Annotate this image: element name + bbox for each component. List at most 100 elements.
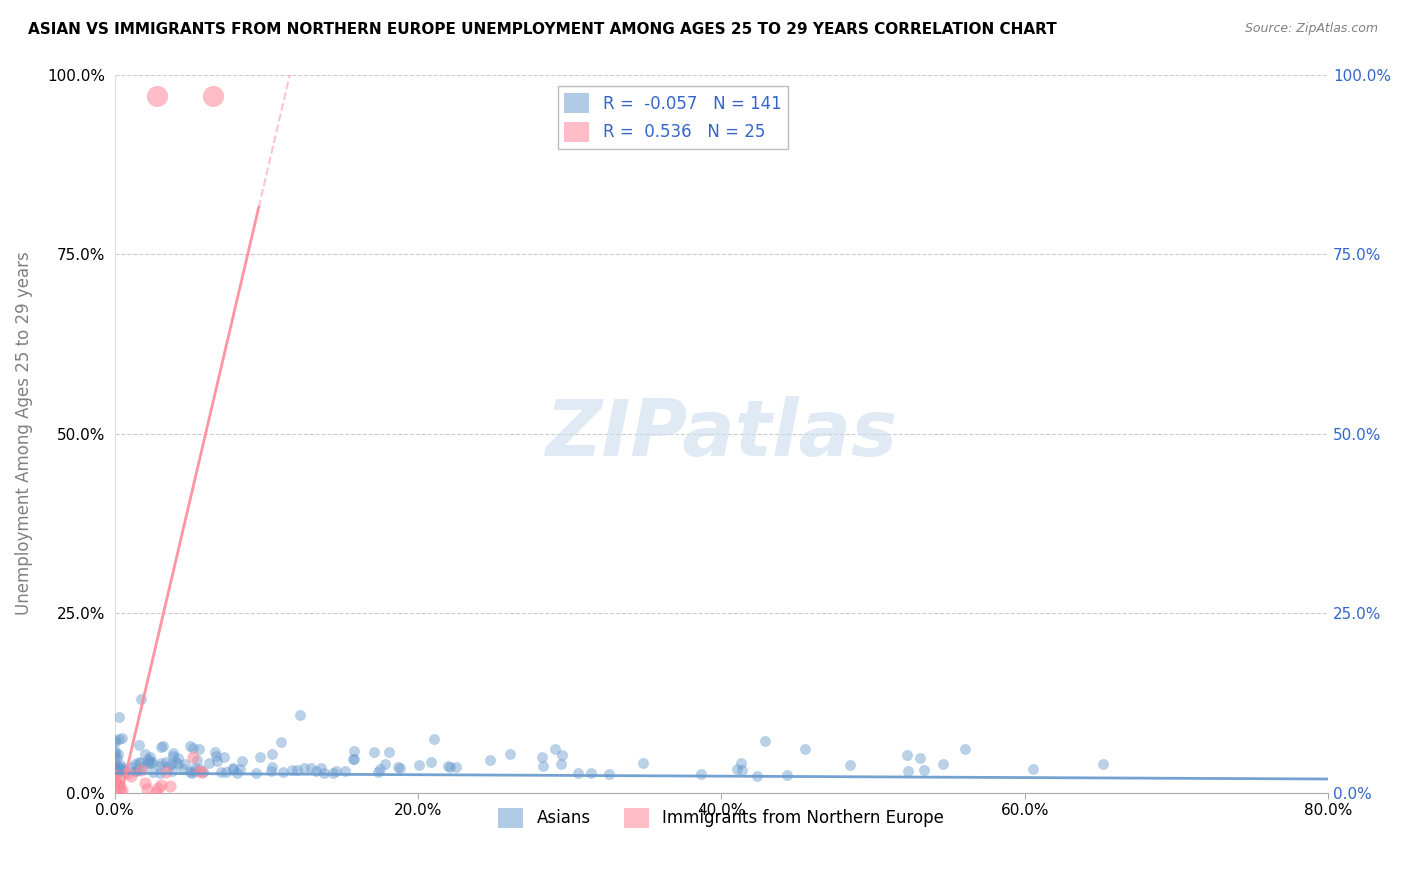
Point xyxy=(598,766,620,780)
Point xyxy=(202,89,225,103)
Y-axis label: Unemployment Among Ages 25 to 29 years: Unemployment Among Ages 25 to 29 years xyxy=(15,252,32,615)
Point xyxy=(152,739,174,753)
Point xyxy=(107,710,129,724)
Text: ASIAN VS IMMIGRANTS FROM NORTHERN EUROPE UNEMPLOYMENT AMONG AGES 25 TO 29 YEARS : ASIAN VS IMMIGRANTS FROM NORTHERN EUROPE… xyxy=(28,22,1057,37)
Point xyxy=(343,752,366,766)
Point xyxy=(104,750,127,764)
Point xyxy=(531,750,554,764)
Point xyxy=(731,763,754,777)
Point xyxy=(363,745,385,759)
Point xyxy=(111,782,134,797)
Point xyxy=(124,756,146,771)
Point xyxy=(134,776,156,790)
Point xyxy=(150,756,173,770)
Point xyxy=(245,766,267,780)
Point xyxy=(174,756,197,771)
Point xyxy=(776,768,799,782)
Point xyxy=(754,734,776,748)
Point xyxy=(567,766,589,780)
Point xyxy=(544,741,567,756)
Point xyxy=(581,765,603,780)
Point xyxy=(120,769,142,783)
Point xyxy=(197,756,219,770)
Point xyxy=(146,781,169,796)
Point xyxy=(105,758,128,772)
Point xyxy=(325,764,347,778)
Point xyxy=(128,763,150,777)
Point xyxy=(439,760,461,774)
Point xyxy=(149,778,172,792)
Point xyxy=(343,744,366,758)
Point xyxy=(129,756,152,771)
Point xyxy=(104,775,127,789)
Point xyxy=(179,765,201,780)
Point xyxy=(910,751,932,765)
Point xyxy=(166,751,188,765)
Point xyxy=(149,766,172,780)
Point xyxy=(149,739,172,754)
Point xyxy=(108,778,131,792)
Point xyxy=(305,764,328,778)
Point xyxy=(271,764,294,779)
Point xyxy=(108,758,131,772)
Legend: Asians, Immigrants from Northern Europe: Asians, Immigrants from Northern Europe xyxy=(492,801,950,835)
Point xyxy=(155,755,177,769)
Point xyxy=(105,780,128,795)
Point xyxy=(222,761,245,775)
Point xyxy=(108,783,131,797)
Point xyxy=(180,766,202,780)
Point xyxy=(128,756,150,770)
Point xyxy=(953,742,976,756)
Point xyxy=(115,766,138,780)
Point xyxy=(270,735,292,749)
Point xyxy=(108,760,131,774)
Point xyxy=(134,747,156,761)
Point xyxy=(422,732,444,747)
Point xyxy=(299,761,322,775)
Point xyxy=(184,761,207,775)
Point xyxy=(136,782,159,797)
Point xyxy=(388,761,411,775)
Point xyxy=(226,766,249,780)
Point xyxy=(142,765,165,780)
Point xyxy=(374,756,396,771)
Point xyxy=(262,747,284,762)
Point xyxy=(333,764,356,778)
Point xyxy=(104,744,127,758)
Point xyxy=(107,763,129,777)
Point xyxy=(231,754,253,768)
Point xyxy=(281,763,304,777)
Point xyxy=(260,764,283,779)
Point xyxy=(132,760,155,774)
Point xyxy=(112,761,135,775)
Point xyxy=(121,759,143,773)
Point xyxy=(138,752,160,766)
Point xyxy=(104,774,127,789)
Point xyxy=(214,749,236,764)
Point xyxy=(141,756,163,770)
Point xyxy=(222,762,245,776)
Point xyxy=(249,750,271,764)
Point xyxy=(105,761,128,775)
Point xyxy=(446,760,468,774)
Point xyxy=(112,765,135,780)
Point xyxy=(204,745,226,759)
Point xyxy=(420,755,443,769)
Point xyxy=(110,763,132,777)
Point xyxy=(551,747,574,762)
Point xyxy=(550,757,572,772)
Point xyxy=(181,750,204,764)
Point xyxy=(108,731,131,746)
Point xyxy=(309,761,332,775)
Point xyxy=(499,747,522,761)
Point xyxy=(188,742,211,756)
Point xyxy=(1092,757,1115,772)
Point xyxy=(107,762,129,776)
Point xyxy=(205,754,228,768)
Point xyxy=(183,764,205,778)
Point xyxy=(104,747,127,761)
Point xyxy=(932,757,955,772)
Point xyxy=(108,778,131,792)
Point xyxy=(367,765,389,780)
Point xyxy=(378,746,401,760)
